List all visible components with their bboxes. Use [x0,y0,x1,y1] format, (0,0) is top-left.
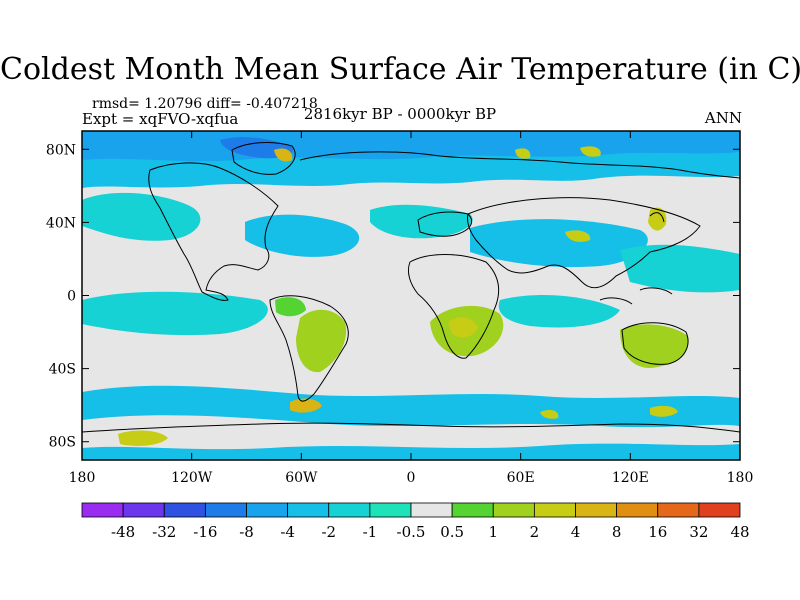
colorbar-label: -8 [239,523,254,541]
colorbar-label: -4 [280,523,295,541]
field-africa-warmer [448,317,478,338]
lat-tick-group: 80N 40N 0 40S 80S [46,142,740,451]
colorbar-label: -16 [193,523,217,541]
colorbar-swatch [410,502,453,518]
experiment-label: Expt = xqFVO-xqfua [82,110,239,128]
period-label: 2816kyr BP - 0000kyr BP [303,105,497,123]
colorbar-swatch [163,502,206,518]
season-label: ANN [704,109,742,127]
lon-tick-label: 120W [171,470,213,486]
colorbar-swatch [575,502,618,518]
colorbar-swatch [657,502,700,518]
coast-asia [467,197,701,289]
field-southern-neutral [82,415,740,450]
colorbar-swatch [492,502,535,518]
colorbar-swatch [369,502,412,518]
page-title: Coldest Month Mean Surface Air Temperatu… [0,52,800,87]
colorbar-label: 0.5 [440,523,464,541]
lon-tick-group: 180 120W 60W 0 60E 120E 180 [69,131,754,486]
colorbar-swatch [287,502,330,518]
field-epacific-cool [82,291,268,336]
coast-africa [407,254,500,359]
colorbar: -48 -32 -16 -8 -4 -2 -1 -0.5 0.5 1 2 4 8 16 32 48 [81,502,750,541]
coast-islands [599,212,673,305]
colorbar-swatch [328,502,371,518]
field-australia-warm [620,324,689,368]
field-arctic-warm-2 [580,146,601,157]
colorbar-swatch [451,502,494,518]
colorbar-label: -32 [152,523,176,541]
lat-tick-label: 80S [49,435,76,451]
lat-tick-label: 80N [46,142,76,158]
lon-tick-label: 60W [285,470,318,486]
lon-tick-label: 180 [69,470,96,486]
lon-tick-label: 120E [612,470,649,486]
field-europe-cool [370,204,473,239]
field-antarctic-warm-2 [540,410,559,419]
colorbar-label: 32 [689,523,708,541]
colorbar-swatch [616,502,659,518]
colorbar-swatch [204,502,247,518]
lon-tick-label: 0 [407,470,416,486]
lon-tick-label: 60E [507,470,535,486]
field-ross-warm [118,430,168,446]
field-wpacific-cool [620,244,740,293]
rmsd-diff-label: rmsd= 1.20796 diff= -0.407218 [92,96,318,112]
coast-australia [621,322,689,365]
field-samerica-warm [296,309,347,373]
colorbar-label: -1 [363,523,378,541]
coast-arctic [299,151,740,179]
temperature-field [82,131,740,460]
field-arctic-warm-1 [274,148,293,162]
coast-north-america [148,162,279,301]
field-antarctic-warm [650,405,678,417]
colorbar-label: 1 [488,523,498,541]
colorbar-swatch [698,502,741,518]
lat-tick-label: 40N [46,215,76,231]
lat-tick-label: 40S [49,362,76,378]
colorbar-label: 8 [612,523,622,541]
coast-south-america [269,295,349,402]
colorbar-label: -0.5 [397,523,426,541]
field-arctic-warm-3 [515,148,531,159]
colorbar-label: 16 [648,523,667,541]
coastlines [82,142,740,433]
colorbar-label: 2 [530,523,540,541]
field-natlantic-cool [245,214,360,257]
field-andes-warm [275,297,306,317]
colorbar-label: -2 [321,523,336,541]
field-drake-warm [290,398,322,413]
field-indian-cool [498,295,620,328]
field-tibet-warm [565,230,591,242]
colorbar-swatch [246,502,289,518]
colorbar-label: 48 [730,523,749,541]
lon-tick-label: 180 [727,470,754,486]
colorbar-label: -48 [111,523,135,541]
colorbar-swatch [122,502,165,518]
colorbar-swatch [81,502,124,518]
field-asia-cool [470,219,648,268]
coast-greenland [231,142,296,175]
lat-tick-label: 0 [67,289,76,305]
coast-europe [417,211,473,237]
colorbar-swatch [533,502,576,518]
coast-antarctica [82,422,740,433]
colorbar-label: 4 [571,523,581,541]
